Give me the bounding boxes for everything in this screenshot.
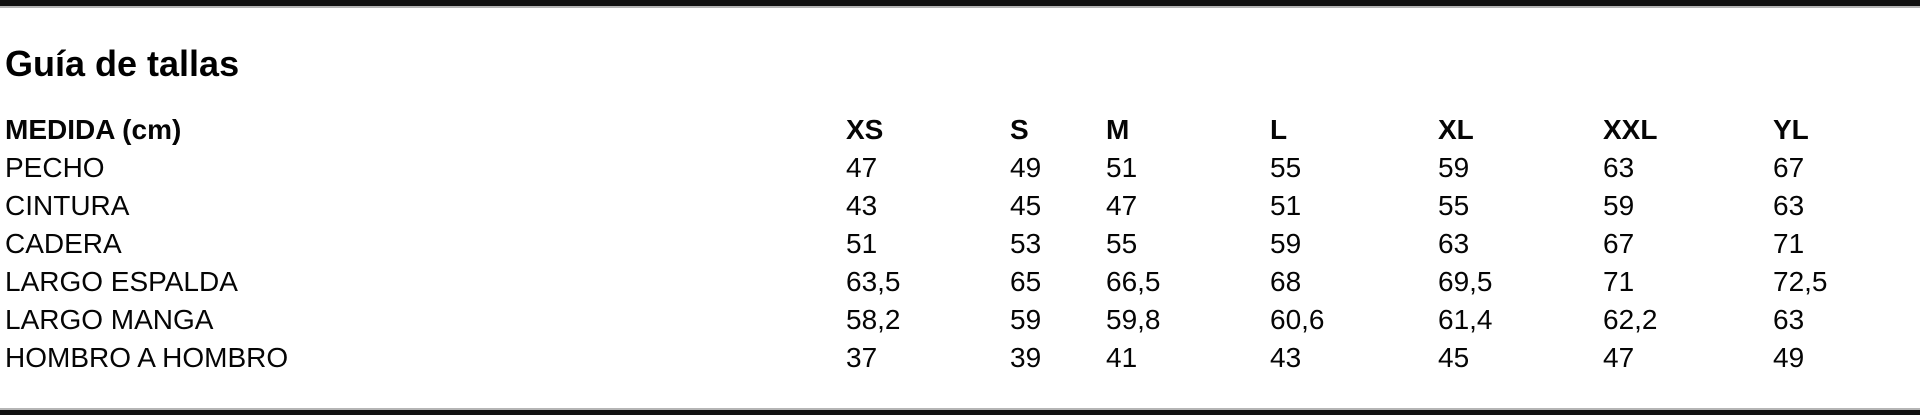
measure-value: 59 — [1010, 303, 1042, 335]
measure-value: 68 — [1270, 265, 1302, 297]
measure-value: 63 — [1773, 303, 1805, 335]
size-column-header-xs: XS — [846, 113, 884, 145]
measure-label: CADERA — [5, 227, 122, 259]
measure-value: 49 — [1773, 341, 1805, 373]
measure-label: PECHO — [5, 151, 105, 183]
top-divider-bar — [0, 0, 1920, 8]
measure-value: 47 — [1603, 341, 1635, 373]
measure-value: 63,5 — [846, 265, 901, 297]
measure-value: 37 — [846, 341, 878, 373]
table-row: LARGO ESPALDA 63,5 65 66,5 68 69,5 71 72,5 — [0, 263, 1920, 301]
measure-value: 45 — [1438, 341, 1470, 373]
measure-value: 72,5 — [1773, 265, 1828, 297]
size-column-header-m: M — [1106, 113, 1130, 145]
measure-value: 49 — [1010, 151, 1042, 183]
measure-value: 67 — [1603, 227, 1635, 259]
measure-value: 59 — [1603, 189, 1635, 221]
size-column-header-xxl: XXL — [1603, 113, 1658, 145]
measure-value: 53 — [1010, 227, 1042, 259]
measure-value: 47 — [1106, 189, 1138, 221]
measure-value: 67 — [1773, 151, 1805, 183]
measure-value: 65 — [1010, 265, 1042, 297]
table-row: LARGO MANGA 58,2 59 59,8 60,6 61,4 62,2 63 — [0, 301, 1920, 339]
bottom-divider-bar — [0, 408, 1920, 415]
measure-value: 71 — [1773, 227, 1805, 259]
measure-value: 43 — [1270, 341, 1302, 373]
measure-value: 63 — [1773, 189, 1805, 221]
size-column-header-xl: XL — [1438, 113, 1474, 145]
size-column-header-yl: YL — [1773, 113, 1809, 145]
measure-label: LARGO ESPALDA — [5, 265, 238, 297]
measure-value: 45 — [1010, 189, 1042, 221]
measure-value: 61,4 — [1438, 303, 1493, 335]
measure-value: 55 — [1438, 189, 1470, 221]
measure-value: 59 — [1270, 227, 1302, 259]
size-guide-table: MEDIDA (cm) XS S M L XL XXL YL PECHO 47 49 51 55 59… — [0, 111, 1920, 377]
measure-value: 58,2 — [846, 303, 901, 335]
table-row: CINTURA 43 45 47 51 55 59 63 — [0, 187, 1920, 225]
measure-value: 55 — [1106, 227, 1138, 259]
measure-value: 59,8 — [1106, 303, 1161, 335]
size-guide-title: Guía de tallas — [5, 43, 240, 84]
size-column-header-l: L — [1270, 113, 1288, 145]
measure-value: 47 — [846, 151, 878, 183]
table-row: HOMBRO A HOMBRO 37 39 41 43 45 47 49 — [0, 339, 1920, 377]
measure-label: CINTURA — [5, 189, 130, 221]
measure-value: 66,5 — [1106, 265, 1161, 297]
measure-value: 62,2 — [1603, 303, 1658, 335]
measure-value: 43 — [846, 189, 878, 221]
table-row: PECHO 47 49 51 55 59 63 67 — [0, 149, 1920, 187]
measure-label: LARGO MANGA — [5, 303, 214, 335]
measure-value: 55 — [1270, 151, 1302, 183]
measure-value: 51 — [846, 227, 878, 259]
table-header-row: MEDIDA (cm) XS S M L XL XXL YL — [0, 111, 1920, 149]
measure-value: 69,5 — [1438, 265, 1493, 297]
table-row: CADERA 51 53 55 59 63 67 71 — [0, 225, 1920, 263]
measure-value: 51 — [1106, 151, 1138, 183]
measure-value: 63 — [1603, 151, 1635, 183]
measure-value: 39 — [1010, 341, 1042, 373]
measure-value: 60,6 — [1270, 303, 1325, 335]
measure-value: 51 — [1270, 189, 1302, 221]
measure-value: 41 — [1106, 341, 1138, 373]
measure-value: 71 — [1603, 265, 1635, 297]
measure-value: 63 — [1438, 227, 1470, 259]
measure-column-header: MEDIDA (cm) — [5, 113, 182, 145]
measure-value: 59 — [1438, 151, 1470, 183]
size-column-header-s: S — [1010, 113, 1029, 145]
measure-label: HOMBRO A HOMBRO — [5, 341, 289, 373]
